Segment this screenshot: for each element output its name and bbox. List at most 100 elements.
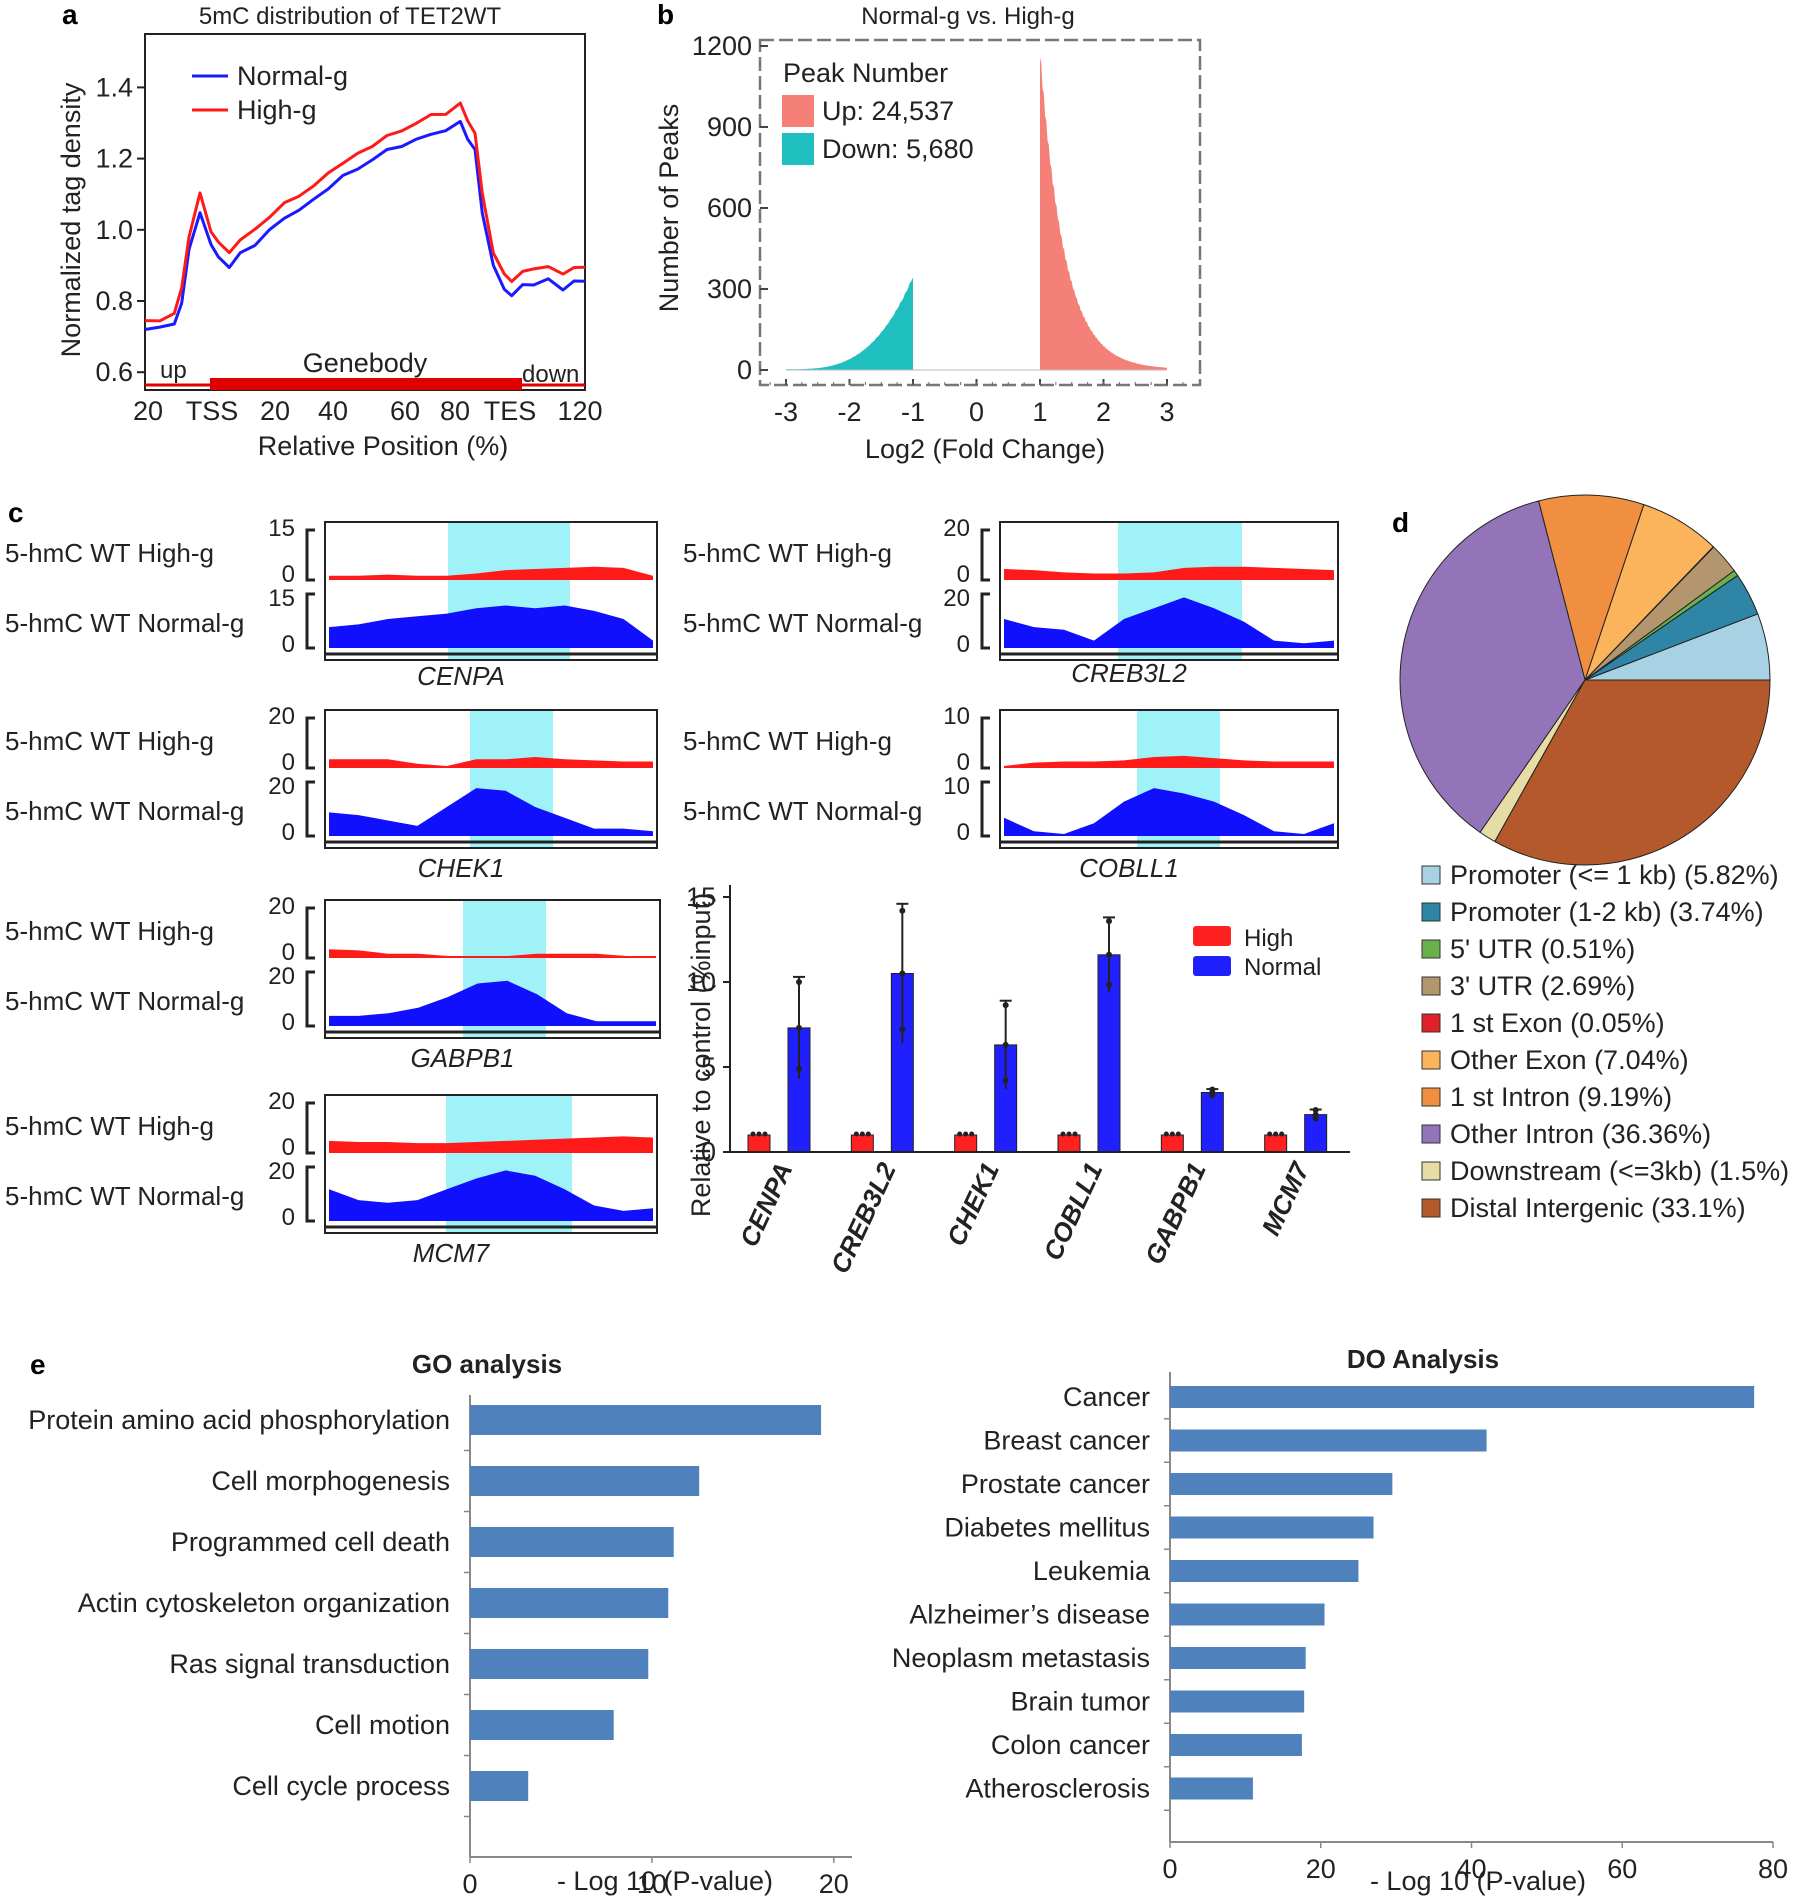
pie-legend: Promoter (<= 1 kb) (5.82%) Promoter (1-2 … — [1421, 860, 1789, 1223]
bar — [470, 1588, 669, 1618]
data-point-normal — [1209, 1092, 1216, 1099]
track-label-high: 5-hmC WT High-g — [5, 916, 214, 946]
bar — [470, 1527, 674, 1557]
track-label-normal: 5-hmC WT Normal-g — [5, 796, 244, 826]
data-point-high — [756, 1131, 762, 1137]
track-signal-normal — [1004, 788, 1334, 836]
category-label: Leukemia — [1033, 1556, 1151, 1586]
pie-legend-label: Other Exon (7.04%) — [1450, 1045, 1689, 1075]
data-point-high — [1279, 1131, 1285, 1137]
track-label-high: 5-hmC WT High-g — [683, 726, 892, 756]
line-normal — [144, 119, 586, 331]
track-scale-normal-max: 20 — [268, 773, 295, 800]
region-label-down: down — [522, 361, 579, 388]
legend-up-label: Up: 24,537 — [822, 96, 954, 126]
pie-legend-swatch — [1421, 1013, 1441, 1033]
track-signal-high — [329, 566, 653, 580]
y-tick-label: 10 — [686, 967, 716, 997]
gene-name: COBLL1 — [1079, 853, 1179, 883]
track-signal-high — [329, 949, 656, 958]
data-point-normal — [899, 1026, 906, 1033]
track-scale-high-max: 20 — [943, 515, 970, 542]
x-tick-label: TES — [484, 396, 537, 426]
data-point-high — [963, 1131, 969, 1137]
track-label-normal: 5-hmC WT Normal-g — [683, 608, 922, 638]
panel-c: c 5-hmC WT High-g5-hmC WT Normal-g150150… — [5, 497, 1339, 1268]
x-tick-label: 0 — [969, 397, 984, 427]
data-point-high — [1273, 1131, 1279, 1137]
category-label: Cancer — [1063, 1382, 1150, 1412]
data-point-high — [1267, 1131, 1273, 1137]
category-label: Programmed cell death — [171, 1527, 450, 1557]
pie-legend-swatch — [1421, 1087, 1441, 1107]
panel-a-lines — [144, 101, 586, 331]
panel-c-bar-chart: 0 5 10 15 CENPA CREB3L2 CHEK1 COBLL1 GABPB1 MCM7… — [686, 882, 1350, 1278]
track-scale-normal-zero: 0 — [282, 1204, 295, 1231]
bar — [1170, 1516, 1374, 1539]
panel-e: e GO analysis Protein amino acid phospho… — [28, 1344, 1788, 1899]
panel-letter-b: b — [657, 0, 674, 30]
pie-slice — [1494, 679, 1771, 866]
panel-b-histogram — [786, 57, 1167, 371]
y-tick-label: 0 — [701, 1137, 716, 1167]
x-tick-label: 1 — [1032, 397, 1047, 427]
track-scale-high-zero: 0 — [282, 561, 295, 588]
y-tick-label: 600 — [707, 193, 752, 223]
panel-a-y-ticks: 0.6 0.8 1.0 1.2 1.4 — [95, 72, 145, 387]
legend-swatch-down — [782, 133, 814, 165]
category-label: Actin cytoskeleton organization — [78, 1588, 450, 1618]
gene-name: MCM7 — [413, 1238, 491, 1268]
bar — [1170, 1473, 1393, 1495]
y-tick-label: 0.6 — [95, 357, 133, 387]
pie-slice — [1399, 500, 1586, 834]
pie-legend-swatch — [1421, 865, 1441, 885]
bar — [1170, 1603, 1325, 1626]
bar — [1170, 1647, 1306, 1669]
y-tick-label: 5 — [701, 1052, 716, 1082]
panel-a-frame — [144, 33, 586, 391]
pie-legend-label: 5' UTR (0.51%) — [1450, 934, 1635, 964]
category-label: CENPA — [734, 1158, 799, 1251]
category-label: Alzheimer’s disease — [909, 1600, 1150, 1630]
x-tick-label: -3 — [774, 397, 798, 427]
track-label-high: 5-hmC WT High-g — [5, 1111, 214, 1141]
go-xlabel: - Log 10 (P-value) — [557, 1866, 773, 1896]
x-tick-label: 80 — [440, 396, 470, 426]
legend-swatch-high-bar — [1193, 926, 1231, 946]
panel-b-x-ticks: -3 -2 -1 0 1 2 3 — [769, 379, 1184, 427]
pie-chart — [1399, 494, 1771, 866]
y-tick-label: 1.2 — [95, 144, 133, 174]
category-label: Cell morphogenesis — [211, 1466, 450, 1496]
x-tick-label: 20 — [260, 396, 290, 426]
pie-legend-swatch — [1421, 939, 1441, 959]
track-scale-bracket-normal — [980, 780, 990, 838]
gene-name: CREB3L2 — [1071, 658, 1187, 688]
data-point-high — [859, 1131, 865, 1137]
data-point-normal — [1312, 1107, 1319, 1114]
track-scale-high-zero: 0 — [282, 1134, 295, 1161]
bar-high — [850, 1134, 874, 1153]
bar-normal — [1200, 1092, 1224, 1153]
bar — [1170, 1734, 1302, 1756]
pie-slice — [1537, 494, 1645, 682]
panel-letter-c: c — [8, 497, 24, 528]
track-scale-high-max: 20 — [268, 1088, 295, 1115]
bar-high — [954, 1134, 978, 1153]
x-tick-label: 120 — [557, 396, 602, 426]
track-scale-bracket-high — [305, 1101, 315, 1155]
pie-legend-swatch — [1421, 1198, 1441, 1218]
track-scale-normal-zero: 0 — [282, 1009, 295, 1036]
track-scale-bracket-high — [980, 716, 990, 770]
data-point-high — [1175, 1131, 1181, 1137]
pie-legend-label: Distal Intergenic (33.1%) — [1450, 1193, 1746, 1223]
category-label: COBLL1 — [1037, 1158, 1108, 1265]
bar — [1170, 1386, 1755, 1408]
bar — [470, 1710, 614, 1740]
panel-b-ylabel: Number of Peaks — [654, 104, 684, 313]
track-scale-bracket-high — [305, 528, 315, 582]
category-label: Cell cycle process — [232, 1771, 450, 1801]
pie-legend-swatch — [1421, 1124, 1441, 1144]
track-scale-high-max: 10 — [943, 703, 970, 730]
x-tick-label: 60 — [390, 396, 420, 426]
bar-high — [1160, 1134, 1184, 1153]
